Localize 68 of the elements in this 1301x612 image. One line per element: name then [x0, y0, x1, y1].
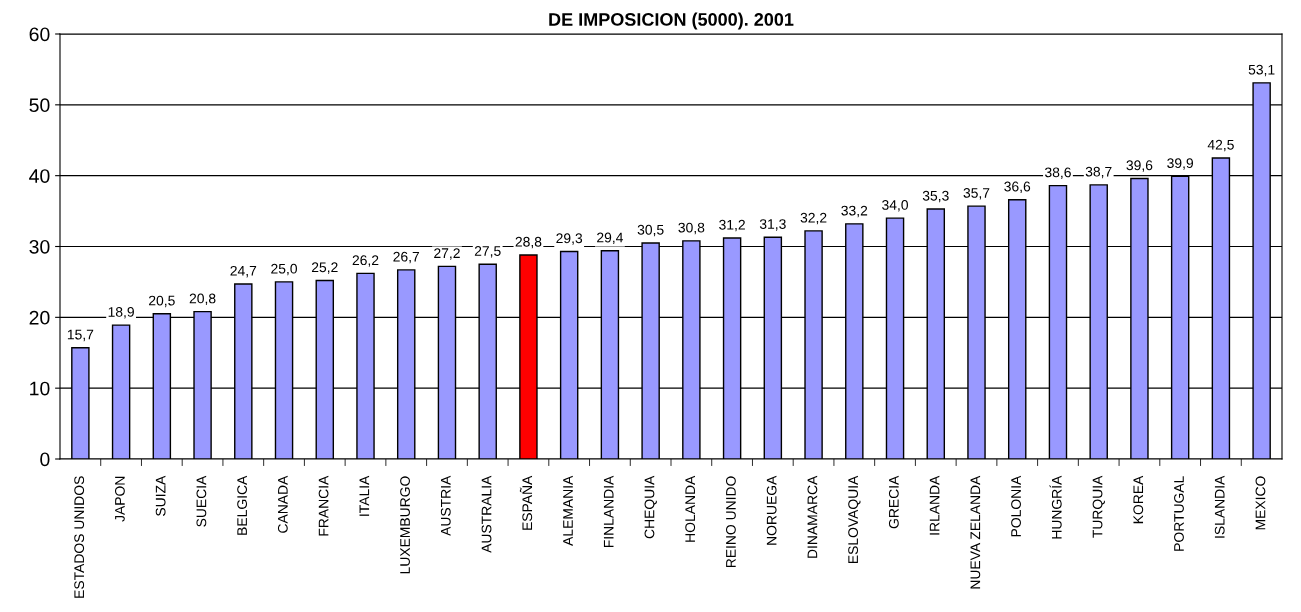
x-tick-label: CHEQUIA — [644, 475, 657, 539]
y-tick-label: 60 — [29, 27, 50, 42]
x-tick-label: SUECIA — [196, 475, 207, 527]
x-tick-label: SUIZA — [155, 475, 166, 516]
data-label: 29,3 — [556, 233, 583, 245]
data-label: 27,5 — [474, 246, 501, 258]
x-tick-label: DINAMARCA — [807, 475, 818, 558]
data-label: 18,9 — [108, 306, 134, 319]
x-tick-label: AUSTRIA — [440, 475, 451, 536]
data-label: 20,5 — [149, 295, 175, 308]
data-label: 26,7 — [393, 251, 420, 264]
x-tick-label: POLONIA — [1011, 475, 1021, 537]
x-tick-label: ALEMANIA — [563, 475, 573, 546]
data-label: 27,2 — [434, 248, 460, 260]
data-label: 31,3 — [759, 219, 786, 231]
data-label: 33,2 — [841, 205, 868, 218]
x-tick-label: MEXICO — [1255, 476, 1266, 530]
y-tick-label: 40 — [29, 169, 50, 183]
x-tick-label: GRECIA — [888, 475, 899, 529]
x-tick-label: NORUEGA — [766, 475, 777, 545]
data-label: 39,9 — [1167, 158, 1194, 170]
data-label: 39,6 — [1126, 160, 1153, 172]
x-tick-label: CANADA — [277, 475, 288, 533]
data-label: 29,4 — [597, 232, 624, 245]
data-label: 32,2 — [800, 212, 827, 225]
data-label: 35,7 — [963, 187, 990, 200]
chart-title: DE IMPOSICION (5000). 2001 — [549, 12, 794, 30]
x-tick-label: AUSTRALIA — [481, 475, 492, 553]
x-tick-label: ESPAÑA — [519, 475, 533, 530]
x-tick-label: FINLANDIA — [603, 475, 614, 548]
data-label: 42,5 — [1207, 139, 1234, 152]
data-label: 28,8 — [515, 236, 542, 249]
data-label: 30,5 — [637, 224, 664, 237]
data-label: 36,6 — [1004, 181, 1031, 194]
data-label: 15,7 — [67, 329, 94, 342]
x-tick-label: JAPON — [114, 476, 125, 522]
data-label: 24,7 — [230, 265, 257, 278]
y-tick-label: 20 — [29, 310, 50, 325]
data-label: 25,2 — [311, 262, 338, 274]
x-tick-label: HUNGRÍA — [1049, 475, 1062, 539]
x-tick-label: ESTADOS UNIDOS — [74, 476, 85, 598]
x-tick-label: KOREA — [1133, 475, 1144, 524]
y-tick-label: 30 — [29, 239, 50, 254]
y-tick-label: 50 — [29, 98, 50, 113]
y-tick-label: 10 — [30, 381, 50, 396]
data-label: 38,7 — [1085, 166, 1112, 179]
x-tick-label: FRANCIA — [318, 475, 329, 536]
data-label: 31,2 — [719, 219, 745, 232]
x-tick-label: HOLANDA — [685, 475, 696, 542]
data-label: 34,0 — [882, 200, 909, 212]
x-tick-label: PORTUGAL — [1174, 476, 1184, 551]
x-tick-label: BELGICA — [237, 475, 248, 535]
data-label: 20,8 — [189, 293, 216, 306]
x-tick-label: NUEVA ZELANDA — [970, 475, 981, 589]
x-tick-label: LUXEMBURGO — [400, 476, 410, 574]
x-tick-label: TURQUIA — [1092, 475, 1105, 538]
x-tick-label: ITALIA — [359, 475, 370, 516]
x-tick-label: IRLANDA — [929, 475, 940, 535]
data-label: 53,1 — [1248, 64, 1275, 77]
data-label: 26,2 — [352, 255, 379, 267]
data-label: 30,8 — [678, 222, 705, 235]
x-tick-label: REINO UNIDO — [725, 476, 736, 568]
x-tick-label: ISLANDIA — [1214, 475, 1225, 538]
data-label: 35,3 — [922, 190, 949, 203]
data-label: 25,0 — [271, 263, 298, 276]
y-tick-label: 0 — [40, 452, 50, 467]
x-tick-label: ESLOVAQUIA — [848, 475, 861, 564]
data-label: 38,6 — [1044, 167, 1071, 179]
